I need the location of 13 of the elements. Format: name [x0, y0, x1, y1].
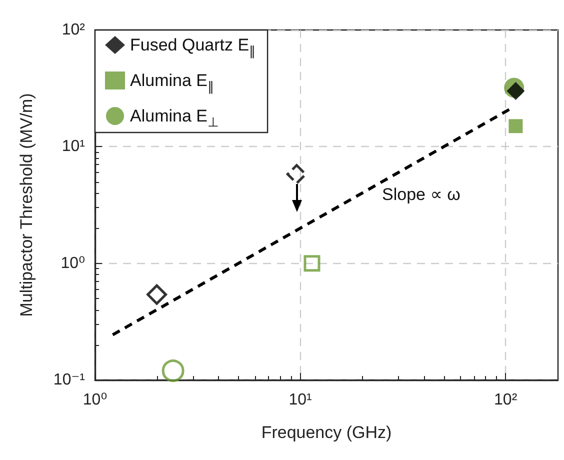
- y-tick-label: 10²: [62, 22, 86, 38]
- annotation: Slope ∝ ω: [382, 185, 460, 204]
- y-tick-label: 10¹: [62, 138, 85, 156]
- legend-label: Alumina E⊥: [130, 106, 219, 130]
- y-tick-label: 10⁻¹: [53, 372, 85, 388]
- x-tick-label: 10⁰: [82, 392, 108, 408]
- legend-label: Fused Quartz E∥: [130, 36, 256, 58]
- x-tick-label: 10¹: [288, 392, 312, 408]
- legend-label: Alumina E∥: [130, 71, 214, 94]
- x-axis-title: Frequency (GHz): [261, 423, 392, 442]
- y-tick-label: 10⁰: [60, 254, 85, 272]
- y-axis-title: Multipactor Threshold (MV/m): [17, 93, 36, 317]
- x-tick-label: 10²: [494, 392, 518, 408]
